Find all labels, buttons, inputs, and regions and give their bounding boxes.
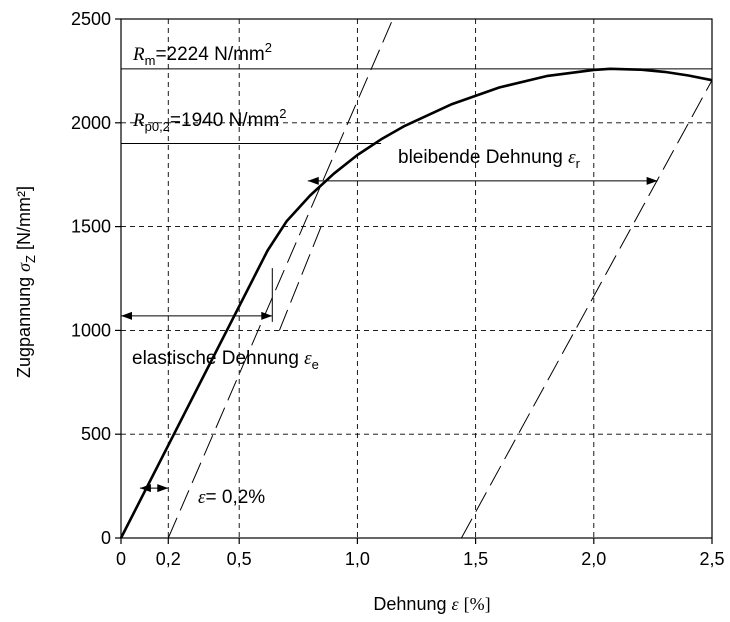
plastic-strain-arrow-head-right [646, 176, 658, 185]
elastic-strain-label: elastische Dehnung εe [132, 348, 319, 372]
elastic-strain-arrow-head-left [121, 311, 132, 320]
y-tick-label: 0 [101, 528, 111, 548]
x-tick-label: 0 [116, 549, 126, 569]
elastic-strain-arrow-head-right [261, 311, 273, 320]
grid-lines [121, 19, 712, 538]
stress-strain-curve [119, 67, 713, 539]
x-tick-label: 0,5 [227, 549, 252, 569]
x-tick-label: 2,5 [699, 549, 724, 569]
unloading-line [460, 80, 713, 539]
offset-strain-label: ε= 0,2% [198, 487, 265, 508]
offset-strain-arrow-head-right [157, 484, 169, 493]
plastic-strain-arrow-head-left [307, 176, 319, 185]
plastic-strain-label: bleibende Dehnung εr [398, 147, 581, 171]
y-tick-label: 2000 [71, 113, 111, 133]
x-tick-label: 2,0 [581, 549, 606, 569]
offset-strain-arrow-head-left [139, 484, 151, 493]
unloading-line [167, 18, 394, 539]
axis-ticks: 0 0,2 0,5 1,0 1,5 2,0 2,5 0 500 1000 1500 2000 2500 [71, 9, 725, 569]
rp02-label: Rp0,2=1940 N/mm2 [132, 106, 286, 134]
y-tick-label: 2500 [71, 9, 111, 29]
x-tick-label: 1,5 [463, 549, 488, 569]
data-series [119, 18, 713, 539]
y-axis-title: Zugpannung σZ [N/mm²] [14, 186, 38, 378]
reference-lines [121, 68, 712, 145]
y-tick-label: 500 [81, 424, 111, 444]
rm-label: Rm=2224 N/mm2 [132, 40, 272, 68]
dimension-arrows [121, 176, 658, 493]
y-tick-label: 1000 [71, 320, 111, 340]
plot-frame [120, 18, 713, 539]
x-tick-label: 0,2 [156, 549, 181, 569]
x-tick-label: 1,0 [345, 549, 370, 569]
y-tick-label: 1500 [71, 217, 111, 237]
elastic-extension-line [278, 224, 323, 331]
x-axis-title: Dehnung ε [%] [373, 594, 490, 614]
